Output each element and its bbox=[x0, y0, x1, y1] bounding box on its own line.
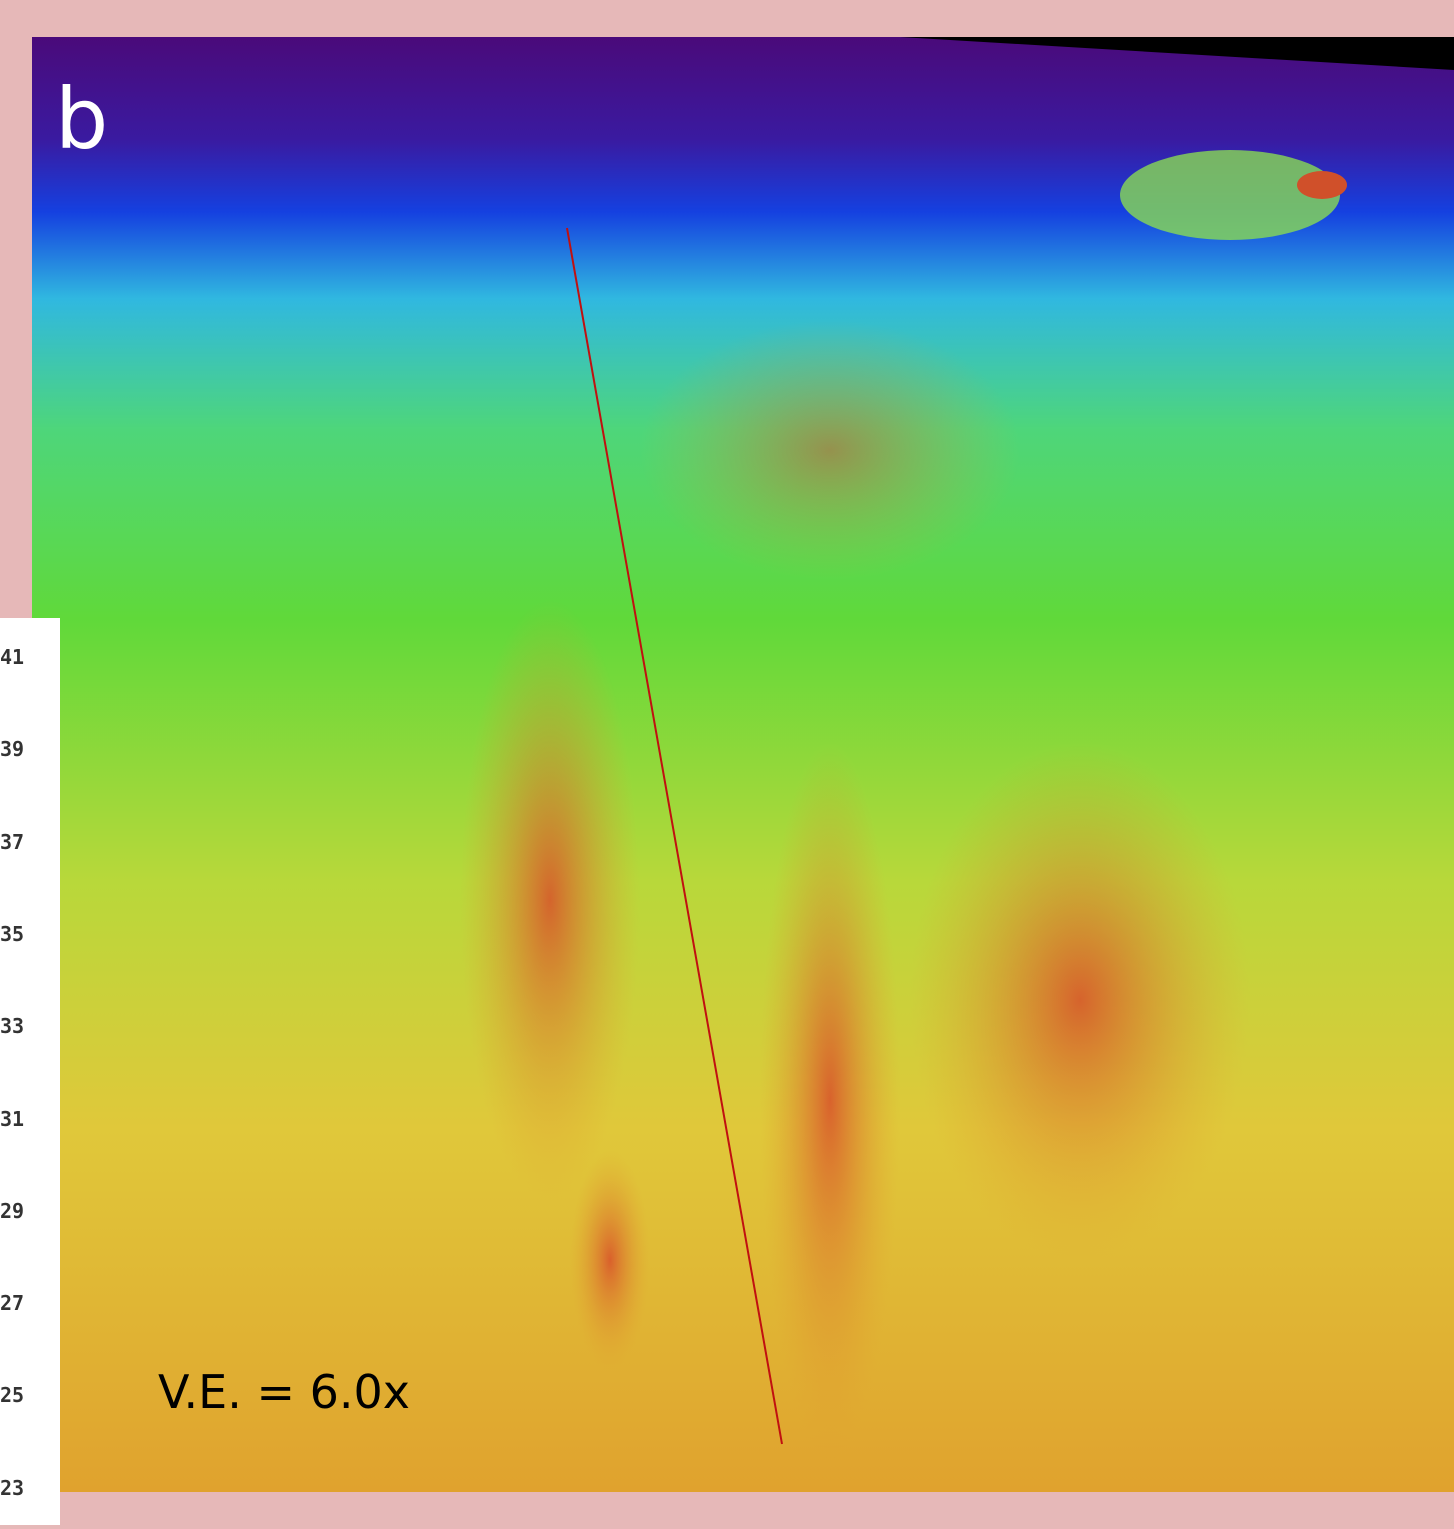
axis-label: 31 bbox=[0, 1107, 24, 1131]
panel-label: b bbox=[55, 70, 108, 168]
terrain-render bbox=[0, 0, 1454, 1529]
axis-label: 33 bbox=[0, 1014, 24, 1038]
axis-label: 41 bbox=[0, 645, 24, 669]
page: b V.E. = 6.0x (() => { const data = JSON… bbox=[0, 0, 1454, 1529]
vertical-exaggeration: V.E. = 6.0x bbox=[158, 1365, 410, 1419]
axis-label: 29 bbox=[0, 1199, 24, 1223]
axis-label: 25 bbox=[0, 1383, 24, 1407]
axis-label: 37 bbox=[0, 830, 24, 854]
axis-label: 35 bbox=[0, 922, 24, 946]
axis-label: 39 bbox=[0, 737, 24, 761]
axis-label: 23 bbox=[0, 1476, 24, 1500]
axis-label: 27 bbox=[0, 1291, 24, 1315]
